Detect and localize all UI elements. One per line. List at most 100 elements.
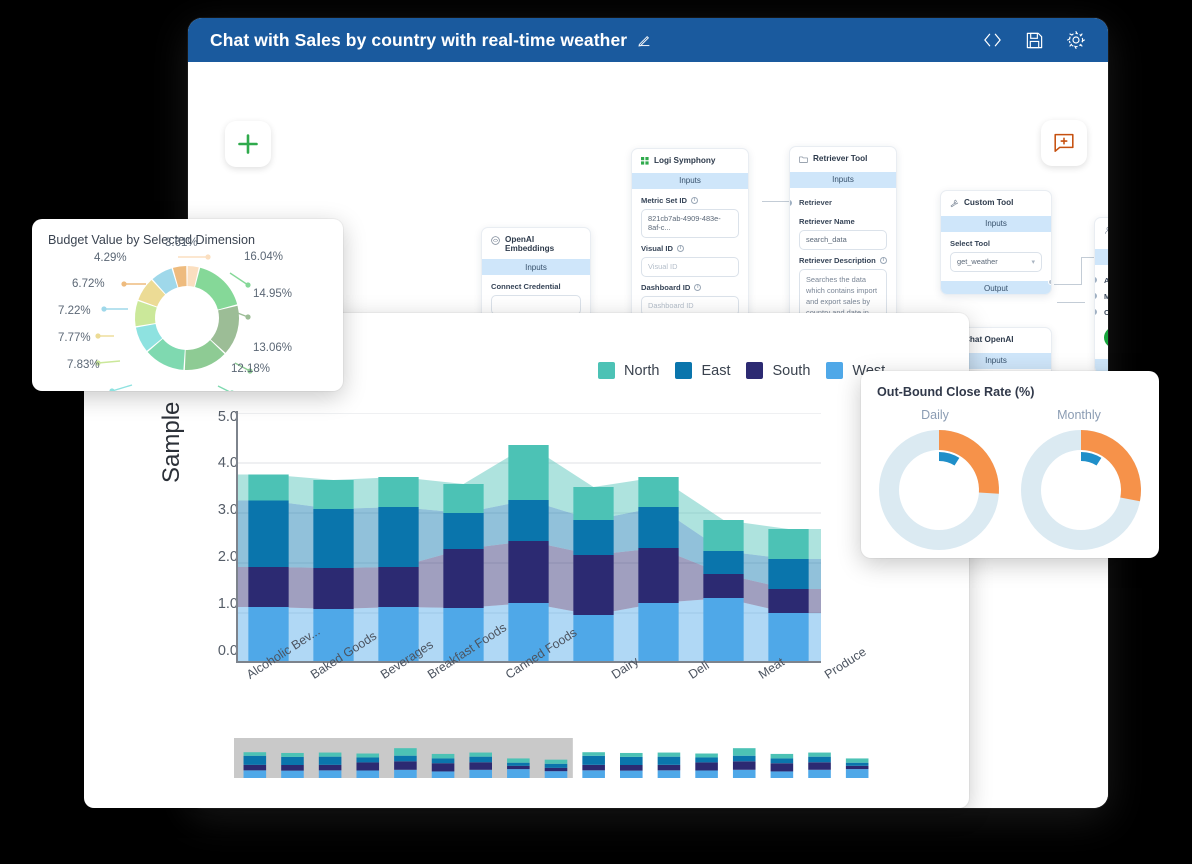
donut-label: 14.95% — [253, 288, 293, 300]
input-port-label: Memory — [1104, 292, 1108, 301]
legend-label-east: East — [701, 362, 731, 379]
input-port-label: Allowed Tools — [1104, 276, 1108, 285]
donut-label: 12.18% — [231, 363, 271, 375]
legend-swatch-north — [598, 362, 615, 379]
edge-memory — [1057, 302, 1085, 303]
donut-label: 6.72% — [72, 278, 105, 290]
node-retriever-tool[interactable]: Retriever Tool Inputs Retriever Retrieve… — [789, 146, 897, 340]
label-text: Metric Set ID — [641, 195, 687, 205]
node-title: OpenAI Embeddings — [505, 235, 555, 253]
gear-icon[interactable] — [1066, 30, 1086, 50]
node-custom-tool[interactable]: Custom Tool Inputs Select Tool get_weath… — [940, 190, 1052, 295]
chat-button[interactable] — [1041, 120, 1087, 166]
openai-icon — [491, 235, 500, 247]
output-port-dot[interactable] — [1048, 279, 1051, 285]
field-label-metric-set-id: Metric Set ID i — [641, 196, 739, 205]
chevron-down-icon: ▾ — [1031, 258, 1035, 266]
input-port-memory[interactable]: Memory — [1095, 288, 1108, 304]
donut-label: 7.83% — [67, 359, 100, 371]
close-rate-donuts — [879, 430, 1141, 550]
additional-parameters-button[interactable]: Additional Parameters — [1104, 327, 1108, 348]
node-title: Chat OpenAI — [964, 335, 1014, 344]
legend-item-north[interactable]: North — [598, 362, 659, 379]
legend-label-north: North — [624, 362, 660, 379]
label-text: Dashboard ID — [641, 282, 691, 292]
code-brackets-icon[interactable] — [982, 32, 1003, 48]
input-port-dot — [790, 199, 792, 206]
budget-value-card: Budget Value by Selected Dimension 3.61%… — [32, 219, 343, 391]
input-port-label: Retriever — [799, 198, 832, 207]
y-axis-line — [236, 411, 238, 661]
info-icon[interactable]: i — [879, 256, 887, 264]
y-tick: 2.0 — [217, 549, 238, 565]
y-tick: 1.0 — [217, 596, 238, 612]
range-selector[interactable] — [234, 738, 894, 780]
inputs-band: Inputs — [1095, 249, 1108, 265]
field-label-retriever-description: Retriever Description i — [799, 256, 887, 265]
donut-label: 16.04% — [244, 251, 284, 263]
inputs-band: Inputs — [790, 171, 896, 188]
donut-label: 4.29% — [94, 252, 127, 264]
node-title: Custom Tool — [964, 198, 1014, 207]
donut-label: 3.61% — [165, 237, 198, 249]
y-tick: 5.0 — [217, 409, 238, 425]
y-tick: 4.0 — [217, 455, 238, 471]
edge-customtool-to-agent — [1054, 284, 1082, 285]
info-icon[interactable]: i — [694, 283, 702, 291]
node-conversational-retrieval-agent[interactable]: Conversational Retrieval Agent Inputs Al… — [1094, 217, 1108, 374]
input-port-openai-chat-model[interactable]: OpenAI Chat Model — [1095, 304, 1108, 320]
pencil-icon[interactable] — [637, 33, 652, 48]
select-tool-dropdown[interactable]: get_weather ▾ — [950, 251, 1042, 272]
donut-label: 13.06% — [253, 342, 293, 354]
field-label-select-tool: Select Tool — [950, 238, 990, 248]
inputs-band: Inputs — [632, 172, 748, 189]
connect-credential-input[interactable] — [491, 295, 581, 315]
header-actions — [982, 30, 1086, 50]
node-header: Conversational Retrieval Agent — [1095, 218, 1108, 249]
legend-swatch-south — [746, 362, 764, 379]
node-title: Logi Symphony — [654, 156, 716, 165]
node-header: Custom Tool — [941, 191, 1051, 216]
chart-legend: North East South West — [598, 362, 885, 379]
legend-swatch-east — [675, 362, 693, 379]
x-axis-line — [236, 661, 821, 663]
legend-item-east[interactable]: East — [675, 362, 730, 379]
field-label-dashboard-id: Dashboard ID i — [641, 283, 739, 292]
donut-label: 7.77% — [58, 332, 91, 344]
input-port-retriever[interactable]: Retriever — [790, 195, 887, 211]
node-title: Retriever Tool — [813, 154, 868, 163]
retriever-name-input[interactable]: search_data — [799, 229, 887, 250]
budget-card-title: Budget Value by Selected Dimension — [48, 233, 255, 247]
field-label-visual-id: Visual ID i — [641, 244, 739, 253]
output-band: Output — [941, 280, 1051, 294]
person-icon — [1104, 226, 1108, 237]
stacked-area-bar-plot — [236, 413, 821, 663]
input-port-dot — [1095, 309, 1097, 315]
edge-customtool-up — [1081, 258, 1082, 285]
budget-donut-chart — [95, 254, 253, 391]
edge-logi-to-retriever — [762, 201, 792, 202]
close-rate-card: Out-Bound Close Rate (%) Daily Monthly — [861, 371, 1159, 558]
y-tick: 0.0 — [217, 643, 238, 659]
info-icon[interactable]: i — [676, 244, 684, 252]
floppy-disk-icon[interactable] — [1025, 31, 1044, 50]
input-port-allowed-tools[interactable]: Allowed Tools — [1095, 272, 1108, 288]
output-band: Output — [1095, 359, 1108, 373]
legend-item-south[interactable]: South — [746, 362, 810, 379]
visual-id-input[interactable]: Visual ID — [641, 256, 739, 277]
node-body: Allowed Tools Memory OpenAI Chat Model A… — [1095, 265, 1108, 359]
metric-set-id-input[interactable]: 821cb7ab-4909-483e-8af-c... — [641, 208, 739, 238]
gauge-label-monthly: Monthly — [1057, 408, 1101, 422]
input-port-dot — [1095, 293, 1097, 299]
node-header: OpenAI Embeddings — [482, 228, 590, 259]
input-port-label: OpenAI Chat Model — [1104, 308, 1108, 317]
info-icon[interactable]: i — [691, 196, 698, 204]
gauge-card-title: Out-Bound Close Rate (%) — [877, 385, 1035, 399]
node-header: Retriever Tool — [790, 147, 896, 172]
sales-chart-card: North East South West Sample 5.0 4.0 3.0… — [84, 313, 969, 808]
field-label-retriever-name: Retriever Name — [799, 216, 855, 226]
select-tool-value: get_weather — [957, 257, 998, 266]
node-body: Select Tool get_weather ▾ — [941, 232, 1051, 281]
add-node-button[interactable] — [225, 121, 271, 167]
